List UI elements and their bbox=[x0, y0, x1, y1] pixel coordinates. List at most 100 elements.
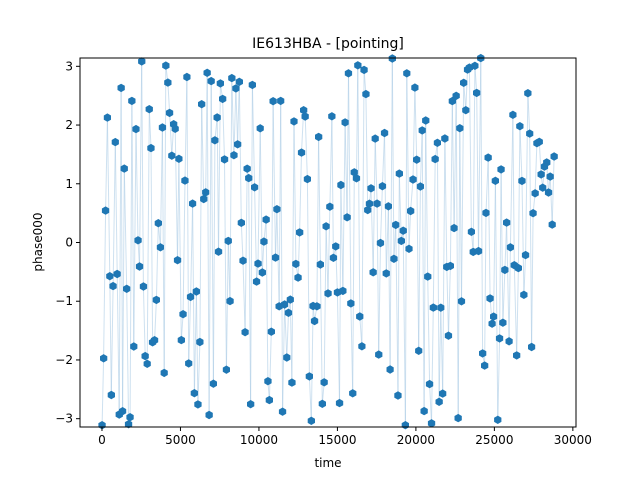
series-segment bbox=[251, 84, 256, 188]
series-segment bbox=[480, 58, 484, 354]
x-tick-label: 20000 bbox=[397, 433, 435, 447]
series-segment bbox=[431, 307, 434, 424]
data-point bbox=[107, 390, 115, 400]
data-point bbox=[479, 349, 487, 358]
data-point bbox=[529, 209, 537, 218]
data-point bbox=[322, 222, 330, 231]
data-point bbox=[219, 94, 227, 104]
series-segment bbox=[331, 116, 334, 258]
series-segment bbox=[389, 58, 393, 370]
data-point bbox=[347, 299, 355, 308]
data-point bbox=[134, 236, 142, 245]
data-point bbox=[234, 140, 242, 149]
data-point bbox=[490, 312, 498, 321]
series-segment bbox=[186, 76, 190, 364]
series-segment bbox=[384, 132, 387, 274]
series-segment bbox=[352, 172, 355, 394]
data-point bbox=[216, 79, 224, 88]
series-segment bbox=[438, 307, 442, 402]
data-point bbox=[505, 337, 513, 346]
data-point bbox=[315, 132, 323, 142]
data-point bbox=[354, 61, 362, 70]
data-point bbox=[202, 188, 210, 197]
series-segment bbox=[103, 210, 107, 359]
series-segment bbox=[118, 87, 122, 415]
series-segment bbox=[133, 129, 137, 347]
data-point bbox=[397, 236, 405, 246]
data-point bbox=[506, 243, 514, 252]
data-point bbox=[154, 219, 162, 228]
data-point bbox=[164, 78, 172, 87]
data-point bbox=[198, 100, 206, 109]
data-point bbox=[501, 265, 509, 275]
data-point bbox=[509, 110, 517, 119]
data-point bbox=[494, 415, 502, 424]
series-segment bbox=[146, 109, 150, 364]
plot-area bbox=[98, 53, 558, 430]
data-point bbox=[294, 273, 302, 282]
data-point bbox=[258, 268, 266, 277]
data-point bbox=[252, 277, 261, 286]
y-tick-label: −3 bbox=[55, 412, 73, 426]
data-point bbox=[190, 389, 198, 398]
data-point bbox=[232, 84, 240, 93]
data-point bbox=[446, 261, 454, 271]
series-segment bbox=[106, 117, 111, 277]
data-point bbox=[283, 353, 291, 362]
data-point bbox=[491, 176, 499, 185]
series-segment bbox=[293, 121, 297, 264]
data-point bbox=[271, 253, 280, 262]
series-segment bbox=[335, 246, 338, 293]
data-point bbox=[444, 331, 453, 340]
series-segment bbox=[180, 314, 184, 341]
data-point bbox=[194, 400, 202, 409]
series-segment bbox=[455, 95, 459, 419]
data-point bbox=[132, 124, 140, 134]
series-segment bbox=[316, 136, 320, 307]
data-point bbox=[103, 113, 111, 122]
series-segment bbox=[272, 101, 276, 258]
series-segment bbox=[416, 159, 420, 351]
series-segment bbox=[549, 176, 553, 225]
x-tick-label: 25000 bbox=[475, 433, 513, 447]
series-segment bbox=[414, 87, 418, 160]
data-point bbox=[183, 72, 191, 82]
data-point bbox=[437, 303, 445, 312]
data-point bbox=[373, 199, 381, 208]
data-point bbox=[344, 69, 353, 78]
data-point bbox=[394, 391, 402, 400]
data-point bbox=[543, 158, 551, 167]
data-point bbox=[497, 165, 505, 174]
series-segment bbox=[468, 67, 472, 232]
data-point bbox=[520, 290, 528, 299]
data-point bbox=[415, 346, 423, 355]
data-point bbox=[416, 182, 424, 191]
data-point bbox=[362, 89, 370, 99]
series-segment bbox=[250, 84, 253, 405]
x-axis-ticks: 0 5000 10000 15000 20000 25000 30000 bbox=[98, 427, 592, 447]
data-point bbox=[358, 342, 366, 351]
series-segment bbox=[363, 69, 367, 95]
data-point bbox=[439, 389, 447, 398]
data-point bbox=[156, 243, 164, 252]
data-point bbox=[488, 319, 496, 328]
data-point bbox=[328, 112, 336, 121]
data-point bbox=[106, 272, 114, 281]
data-point bbox=[158, 123, 167, 132]
series-segment bbox=[178, 158, 182, 341]
data-point bbox=[165, 108, 174, 118]
data-point bbox=[196, 337, 204, 347]
series-segment bbox=[412, 87, 416, 180]
data-point bbox=[260, 237, 268, 246]
series-segment bbox=[142, 286, 146, 357]
series-segment bbox=[199, 104, 203, 343]
data-point bbox=[503, 218, 511, 227]
series-segment bbox=[123, 168, 128, 289]
data-point bbox=[228, 73, 236, 83]
series-segment bbox=[516, 268, 519, 356]
data-point bbox=[296, 228, 304, 237]
series-segment bbox=[449, 101, 453, 266]
data-point bbox=[264, 377, 272, 386]
series-segment bbox=[248, 178, 252, 405]
series-segment bbox=[423, 120, 427, 412]
